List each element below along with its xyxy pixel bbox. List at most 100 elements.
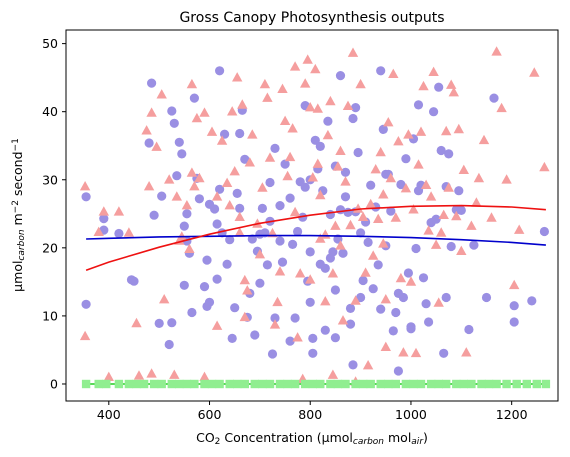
point-circle-162 bbox=[509, 301, 519, 311]
point-circle-10 bbox=[154, 318, 164, 328]
point-square-6 bbox=[139, 379, 149, 389]
x-tick-label-0: 400 bbox=[97, 407, 121, 422]
y-tick-label-0: 0 bbox=[50, 376, 58, 391]
point-triangle-13 bbox=[151, 141, 162, 151]
point-triangle-36 bbox=[227, 106, 238, 116]
point-square-15 bbox=[215, 379, 224, 389]
point-circle-70 bbox=[288, 239, 298, 249]
plot-area bbox=[79, 46, 551, 389]
point-triangle-83 bbox=[330, 220, 341, 230]
x-tick-label-3: 1000 bbox=[395, 407, 427, 422]
point-circle-0 bbox=[81, 192, 91, 202]
point-circle-102 bbox=[340, 192, 351, 202]
point-circle-42 bbox=[227, 333, 237, 343]
point-triangle-140 bbox=[466, 220, 477, 230]
point-triangle-122 bbox=[418, 80, 429, 91]
point-triangle-107 bbox=[380, 341, 391, 351]
point-square-38 bbox=[409, 379, 418, 389]
point-square-29 bbox=[333, 379, 343, 389]
point-triangle-103 bbox=[375, 146, 386, 157]
point-circle-94 bbox=[330, 333, 340, 343]
point-square-14 bbox=[207, 379, 217, 389]
point-square-18 bbox=[240, 379, 249, 389]
point-triangle-125 bbox=[425, 191, 437, 201]
label-part-1: carbon bbox=[17, 229, 27, 260]
point-triangle-134 bbox=[448, 87, 459, 97]
point-triangle-79 bbox=[322, 129, 334, 140]
point-triangle-40 bbox=[234, 227, 245, 237]
point-circle-115 bbox=[363, 237, 373, 247]
point-circle-30 bbox=[202, 255, 212, 265]
x-axis: 400 600 800 1000 1200 bbox=[97, 401, 528, 422]
point-triangle-129 bbox=[436, 227, 447, 237]
point-triangle-37 bbox=[229, 166, 240, 176]
point-circle-144 bbox=[424, 317, 434, 327]
point-circle-160 bbox=[481, 292, 492, 303]
point-circle-63 bbox=[270, 313, 280, 323]
point-circle-76 bbox=[300, 182, 310, 192]
point-triangle-16 bbox=[164, 174, 175, 184]
point-circle-112 bbox=[356, 228, 366, 238]
point-triangle-102 bbox=[373, 213, 384, 223]
point-triangle-98 bbox=[362, 360, 374, 370]
point-triangle-101 bbox=[370, 164, 381, 174]
point-triangle-51 bbox=[262, 92, 273, 102]
point-triangle-105 bbox=[378, 238, 389, 248]
point-circle-119 bbox=[373, 260, 383, 270]
point-square-46 bbox=[477, 379, 486, 389]
point-triangle-25 bbox=[189, 181, 200, 191]
point-triangle-126 bbox=[428, 66, 439, 76]
point-circle-66 bbox=[277, 257, 288, 267]
point-circle-85 bbox=[315, 141, 325, 151]
point-triangle-61 bbox=[287, 123, 298, 133]
point-circle-9 bbox=[149, 210, 159, 220]
point-square-41 bbox=[434, 379, 443, 389]
point-triangle-57 bbox=[277, 83, 288, 93]
label-part-6: ) bbox=[423, 430, 428, 445]
point-triangle-108 bbox=[383, 117, 394, 127]
point-triangle-76 bbox=[315, 233, 326, 243]
point-triangle-124 bbox=[423, 225, 434, 235]
point-square-0 bbox=[81, 379, 91, 389]
point-triangle-43 bbox=[239, 311, 250, 322]
label-part-3: −2 bbox=[11, 200, 21, 213]
point-square-42 bbox=[442, 379, 451, 389]
point-circle-21 bbox=[182, 209, 192, 219]
point-triangle-34 bbox=[221, 177, 233, 187]
point-square-27 bbox=[316, 379, 325, 389]
label-part-2: m bbox=[10, 213, 25, 229]
point-circle-25 bbox=[189, 93, 199, 103]
point-circle-100 bbox=[338, 248, 348, 258]
point-triangle-118 bbox=[408, 204, 419, 214]
point-circle-143 bbox=[421, 299, 431, 309]
point-square-21 bbox=[265, 379, 275, 389]
y-tick-label-1: 10 bbox=[42, 308, 58, 323]
point-triangle-26 bbox=[191, 112, 203, 123]
point-triangle-151 bbox=[539, 161, 550, 172]
point-circle-13 bbox=[167, 318, 177, 328]
point-circle-64 bbox=[275, 201, 285, 211]
point-circle-33 bbox=[210, 204, 220, 214]
point-circle-35 bbox=[212, 219, 222, 229]
point-triangle-149 bbox=[514, 224, 525, 234]
point-triangle-48 bbox=[254, 249, 266, 259]
point-circle-44 bbox=[232, 188, 242, 198]
point-square-5 bbox=[132, 379, 141, 389]
point-triangle-117 bbox=[405, 276, 417, 286]
point-triangle-10 bbox=[143, 181, 155, 191]
point-triangle-130 bbox=[438, 209, 449, 219]
point-circle-41 bbox=[225, 235, 235, 245]
label-part-0: μmol bbox=[10, 261, 25, 292]
point-circle-20 bbox=[179, 280, 189, 290]
point-triangle-139 bbox=[461, 347, 472, 357]
point-circle-8 bbox=[147, 78, 157, 88]
point-circle-92 bbox=[325, 209, 335, 220]
point-square-26 bbox=[308, 379, 317, 389]
point-circle-110 bbox=[353, 147, 363, 158]
point-circle-46 bbox=[235, 128, 245, 139]
point-triangle-141 bbox=[471, 197, 482, 207]
point-square-7 bbox=[149, 379, 159, 389]
point-triangle-100 bbox=[368, 250, 379, 260]
point-square-45 bbox=[467, 379, 476, 389]
point-circle-54 bbox=[255, 278, 265, 288]
